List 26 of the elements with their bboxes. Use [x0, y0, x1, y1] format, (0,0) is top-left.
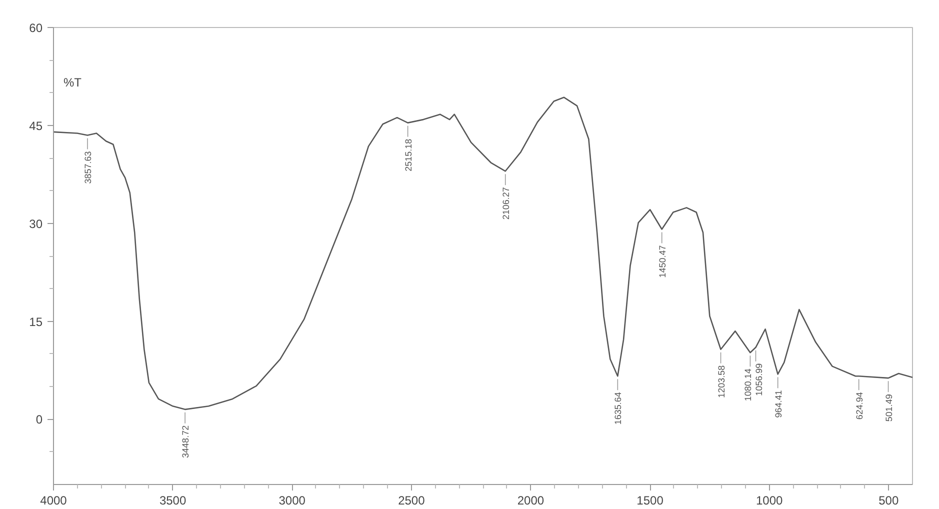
x-tick-label: 4000 — [40, 494, 68, 508]
annotation: 1635.64 — [613, 392, 624, 425]
annotation: 964.41 — [773, 390, 784, 418]
annotation: 1080.14 — [742, 368, 753, 402]
x-tick-label: 3000 — [278, 494, 306, 508]
x-tick-label: 1000 — [756, 494, 784, 508]
annotation: 3857.63 — [82, 151, 93, 184]
y-axis-title: %T — [64, 75, 82, 90]
annotation: 1450.47 — [657, 245, 668, 278]
annotation: 3448.72 — [180, 425, 191, 458]
y-tick-label: 30 — [29, 216, 43, 231]
annotation: 2515.18 — [403, 138, 414, 172]
annotation: 2106.27 — [500, 187, 511, 220]
annotation: 1203.58 — [716, 365, 726, 398]
x-tick-label: 3500 — [159, 494, 186, 508]
x-tick-label: 1500 — [636, 494, 664, 508]
y-tick-label: 15 — [29, 314, 43, 329]
x-tick-label: 2000 — [517, 494, 544, 508]
y-tick-label: 0 — [36, 412, 43, 427]
y-tick-label: 45 — [29, 118, 43, 133]
annotation: 624.94 — [854, 392, 864, 420]
x-tick-label: 2500 — [398, 494, 426, 508]
y-tick-label: 60 — [29, 21, 43, 35]
annotation: 501.49 — [884, 394, 894, 422]
x-tick-label: 500 — [878, 494, 899, 508]
annotation: 1056.99 — [754, 363, 764, 396]
